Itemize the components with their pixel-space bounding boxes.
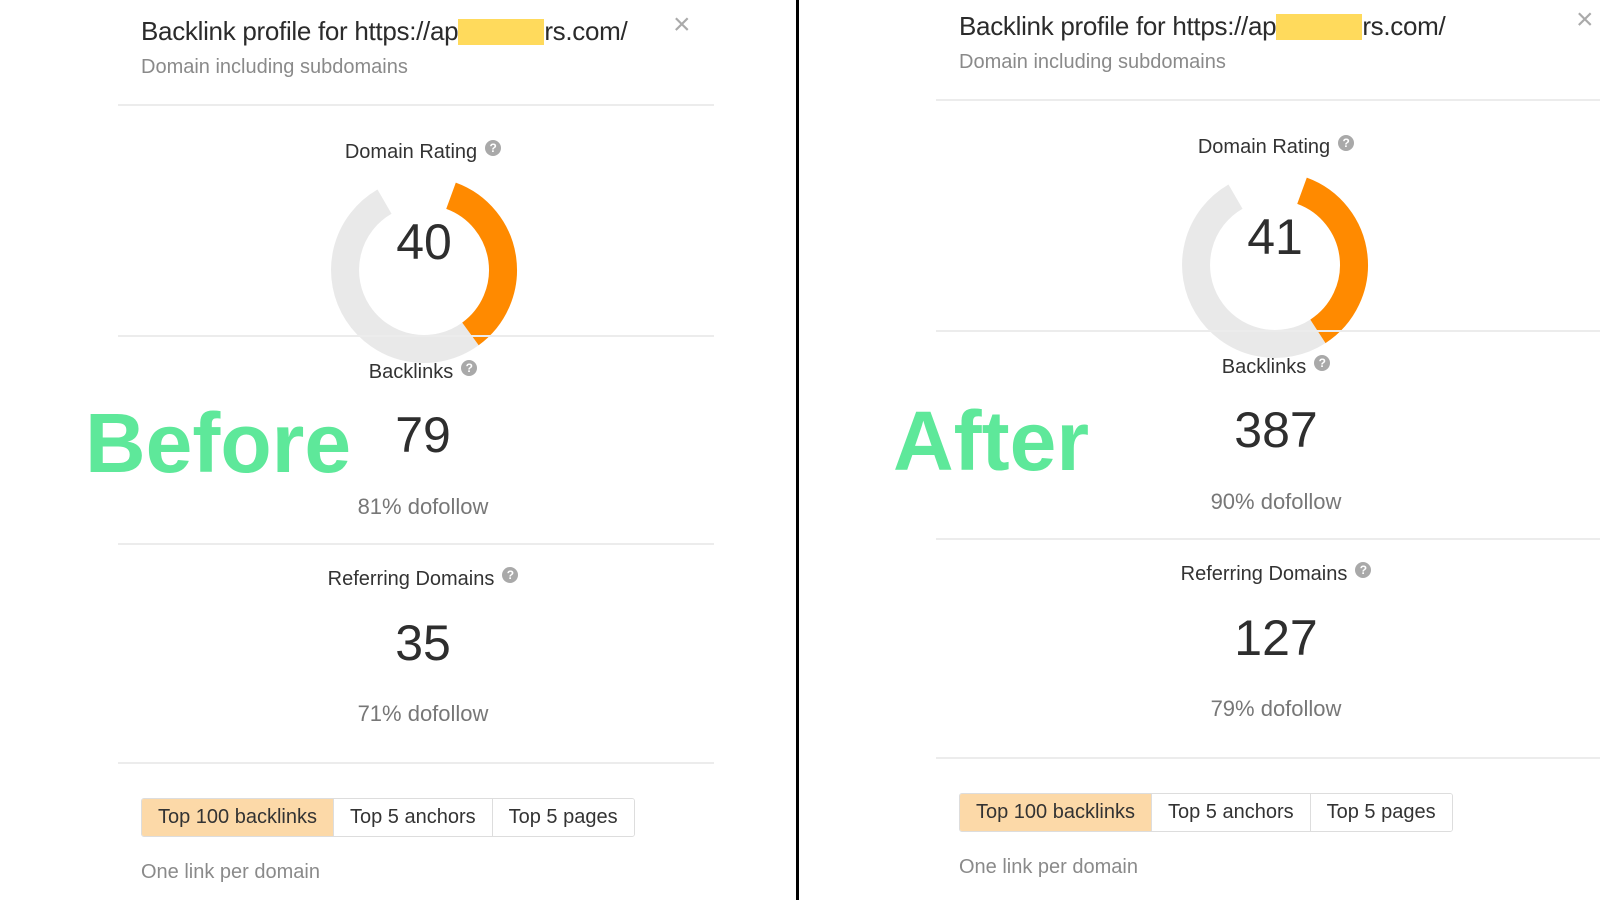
tab-group: Top 100 backlinks Top 5 anchors Top 5 pa…: [141, 798, 635, 837]
referring-domains-label: Referring Domains: [1180, 563, 1348, 585]
title-suffix: rs.com/: [1362, 11, 1446, 41]
backlinks-label: Backlinks: [368, 361, 454, 383]
divider: [118, 104, 714, 106]
tab-top-5-anchors[interactable]: Top 5 anchors: [332, 799, 492, 836]
one-link-per-domain-note: One link per domain: [141, 861, 320, 883]
backlinks-label: Backlinks: [1221, 356, 1307, 378]
referring-domains-value[interactable]: 35: [395, 615, 451, 671]
divider: [118, 762, 714, 764]
gauge-fill: [1296, 177, 1368, 344]
divider: [118, 543, 714, 545]
referring-domains-label-row: Referring Domains?: [936, 562, 1600, 586]
backlinks-dofollow: 81% dofollow: [357, 494, 489, 519]
redaction-box: [1276, 13, 1363, 40]
title-prefix: Backlink profile for https://ap: [141, 16, 459, 46]
divider: [936, 538, 1600, 540]
help-icon[interactable]: ?: [1314, 355, 1331, 371]
backlinks-label-row: Backlinks?: [936, 355, 1600, 379]
tab-top-5-pages[interactable]: Top 5 pages: [491, 799, 634, 836]
panel-title: Backlink profile for https://ap rs.com/: [959, 11, 1446, 42]
close-icon[interactable]: ×: [1576, 3, 1594, 36]
after-label: After: [893, 394, 1090, 488]
backlinks-dofollow: 90% dofollow: [1210, 489, 1342, 514]
domain-rating-gauge: 41: [1175, 165, 1375, 365]
domain-rating-value: 41: [1247, 209, 1303, 265]
referring-domains-value[interactable]: 127: [1234, 610, 1318, 666]
gauge-track: [1182, 184, 1326, 358]
tab-top-100-backlinks[interactable]: Top 100 backlinks: [142, 799, 333, 836]
divider: [936, 330, 1600, 332]
divider: [118, 335, 714, 337]
backlinks-value[interactable]: 387: [1234, 402, 1318, 458]
help-icon[interactable]: ?: [502, 567, 519, 583]
referring-domains-label-row: Referring Domains?: [118, 567, 728, 591]
one-link-per-domain-note: One link per domain: [959, 856, 1138, 878]
divider: [936, 99, 1600, 101]
divider: [936, 757, 1600, 759]
comparison-divider: [796, 0, 799, 900]
backlink-profile-panel: Backlink profile for https://ap rs.com/ ×…: [936, 0, 1600, 895]
domain-rating-gauge: 40: [324, 170, 524, 370]
domain-rating-label-row: Domain Rating?: [936, 135, 1600, 159]
panel-title: Backlink profile for https://ap rs.com/: [141, 16, 628, 47]
gauge-track: [331, 189, 479, 363]
backlinks-value[interactable]: 79: [395, 407, 451, 463]
domain-rating-value: 40: [396, 214, 452, 270]
close-icon[interactable]: ×: [673, 8, 691, 41]
gauge-fill: [445, 182, 517, 346]
referring-domains-dofollow: 79% dofollow: [1210, 696, 1342, 721]
referring-domains-dofollow: 71% dofollow: [357, 701, 489, 726]
domain-rating-label: Domain Rating: [344, 141, 478, 163]
domain-rating-label: Domain Rating: [1197, 136, 1331, 158]
domain-rating-label-row: Domain Rating?: [118, 140, 728, 164]
redaction-box: [458, 18, 545, 45]
tab-top-5-anchors[interactable]: Top 5 anchors: [1150, 794, 1310, 831]
panel-subtitle: Domain including subdomains: [959, 51, 1226, 73]
title-prefix: Backlink profile for https://ap: [959, 11, 1277, 41]
gauge-svg: [1182, 177, 1368, 358]
referring-domains-label: Referring Domains: [327, 568, 495, 590]
tab-group: Top 100 backlinks Top 5 anchors Top 5 pa…: [959, 793, 1453, 832]
panel-subtitle: Domain including subdomains: [141, 56, 408, 78]
title-suffix: rs.com/: [544, 16, 628, 46]
backlinks-label-row: Backlinks?: [118, 360, 728, 384]
help-icon[interactable]: ?: [461, 360, 478, 376]
tab-top-100-backlinks[interactable]: Top 100 backlinks: [960, 794, 1151, 831]
help-icon[interactable]: ?: [485, 140, 502, 156]
help-icon[interactable]: ?: [1355, 562, 1372, 578]
before-label: Before: [85, 396, 352, 490]
backlink-profile-panel: Backlink profile for https://ap rs.com/ ×…: [118, 0, 714, 900]
help-icon[interactable]: ?: [1338, 135, 1355, 151]
tab-top-5-pages[interactable]: Top 5 pages: [1309, 794, 1452, 831]
gauge-svg: [331, 182, 517, 363]
